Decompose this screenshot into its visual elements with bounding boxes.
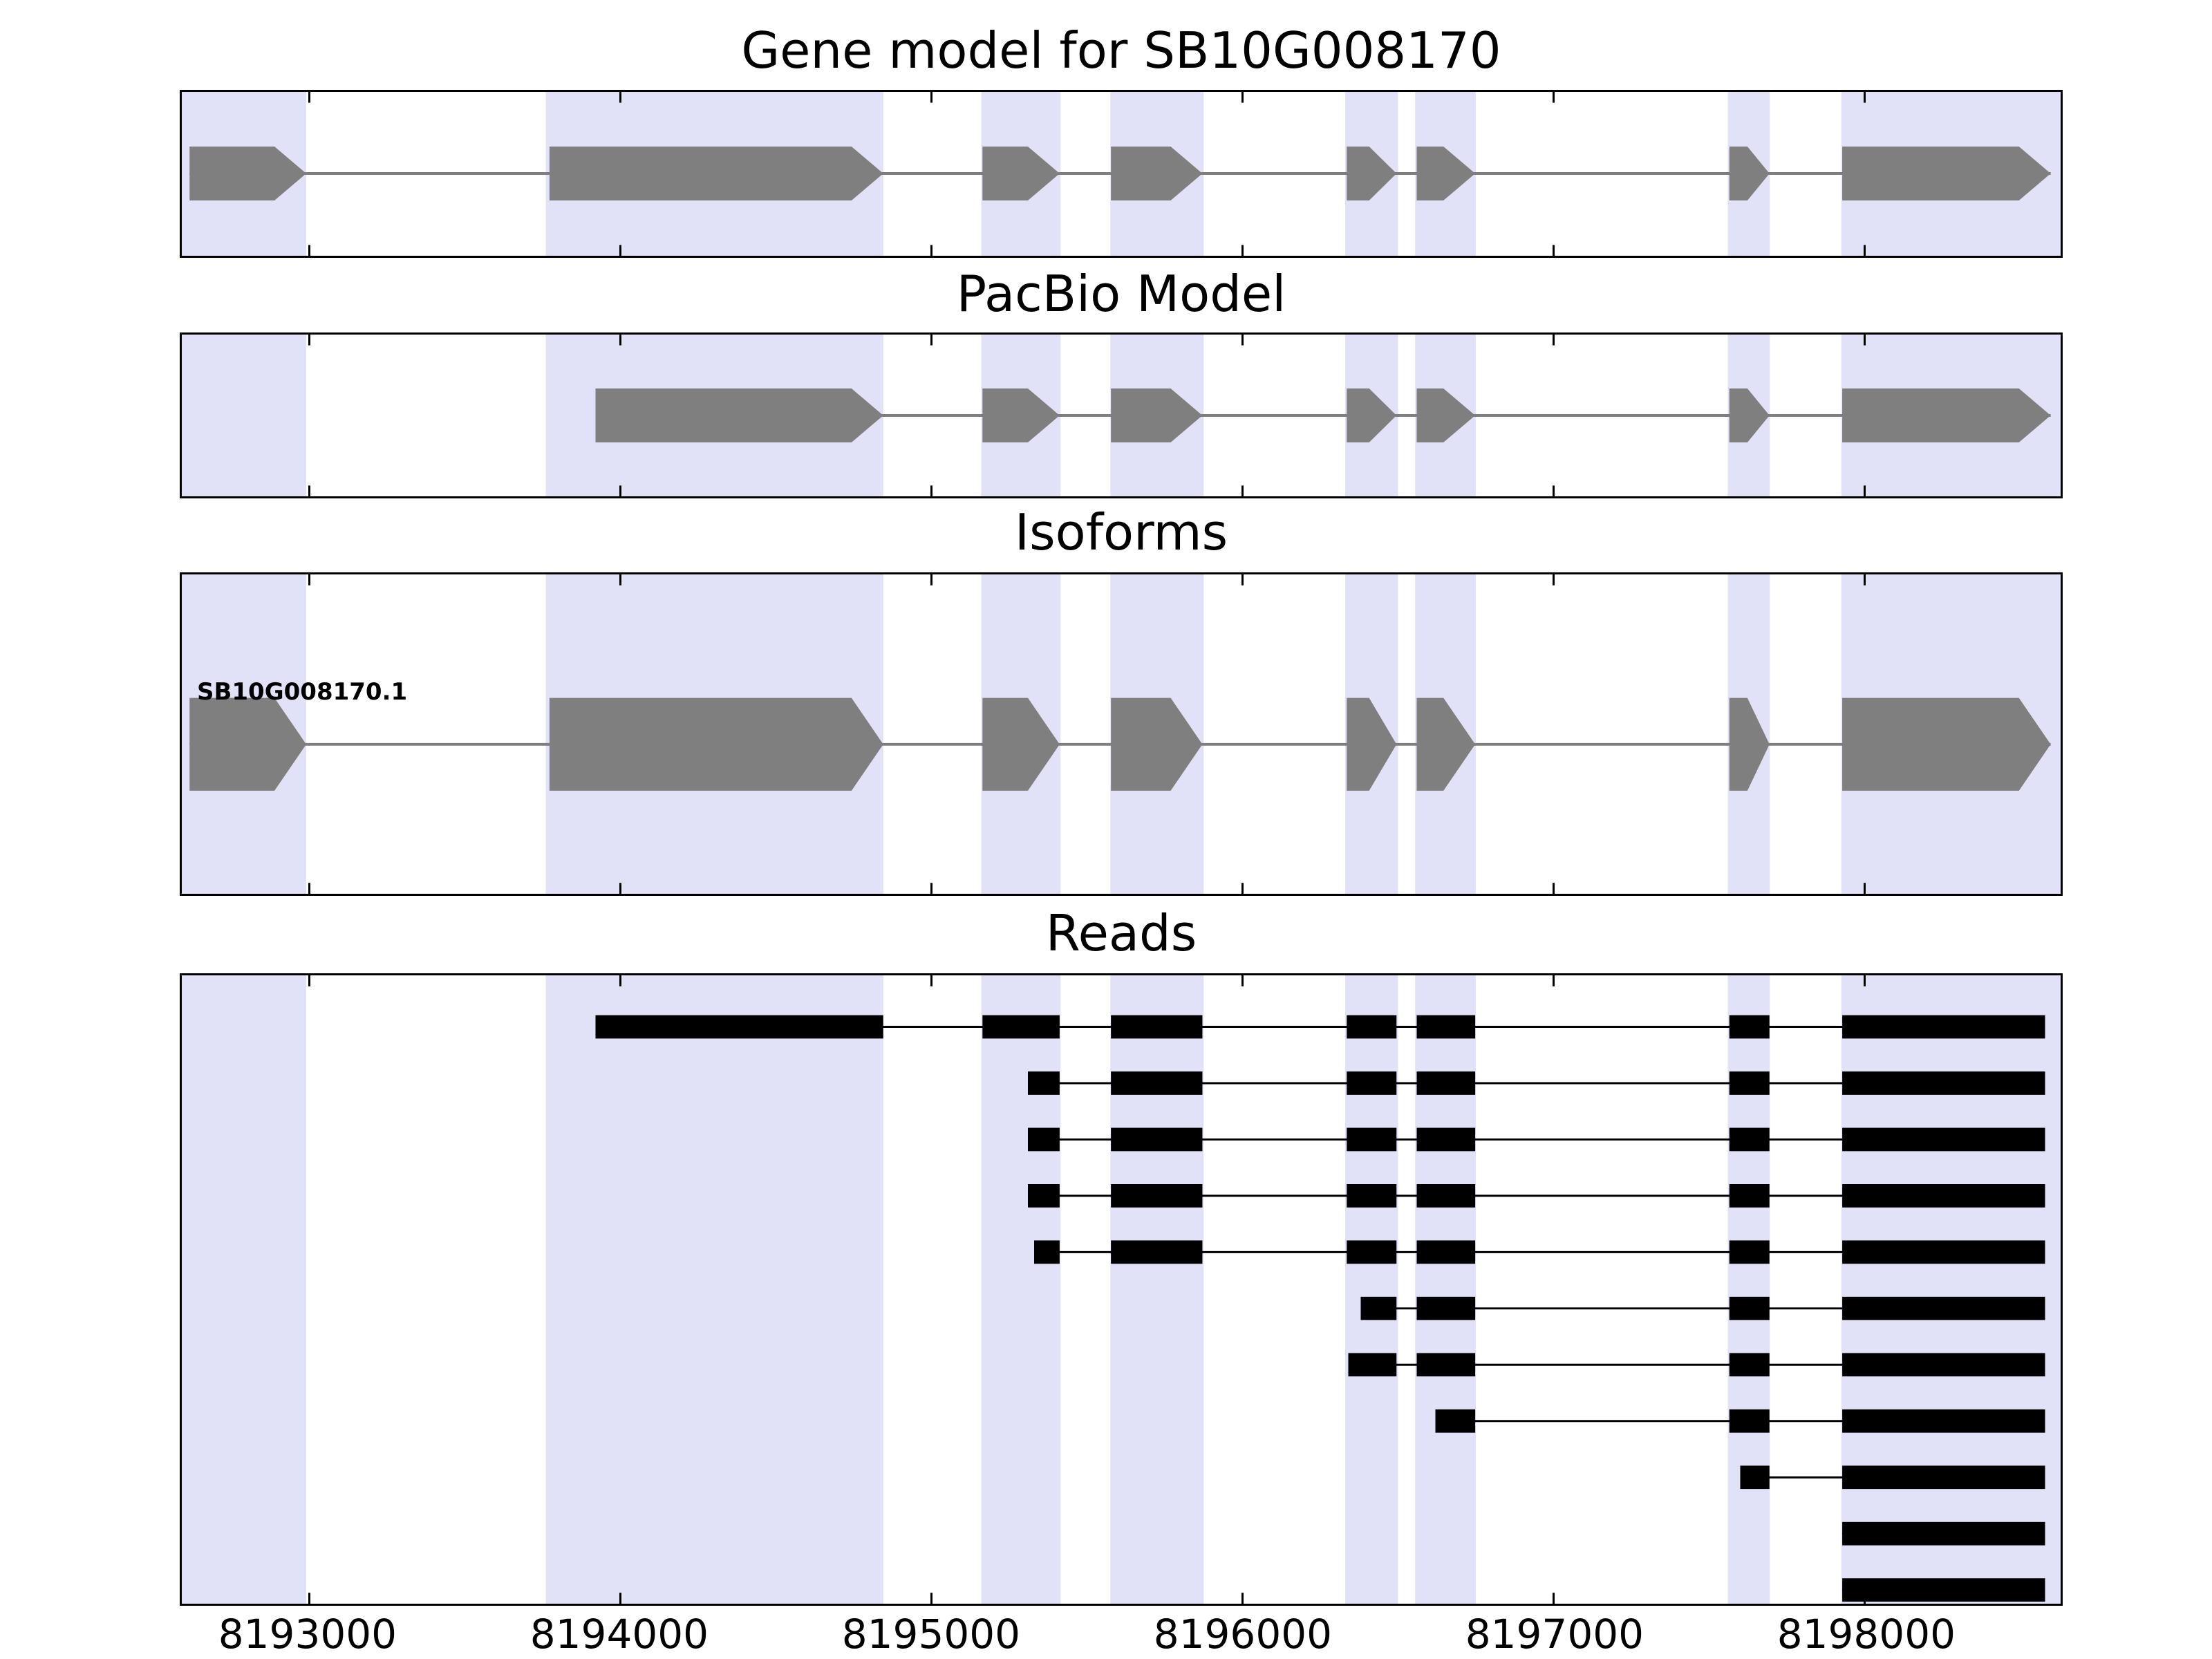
read-exon-block xyxy=(1111,1071,1203,1095)
read-exon-block xyxy=(1111,1184,1203,1208)
read-exon-block xyxy=(1842,1578,2045,1602)
read-exon-block xyxy=(1347,1015,1397,1039)
x-tick-label: 8194000 xyxy=(529,1611,709,1658)
exon-highlight-band xyxy=(545,975,883,1604)
read-exon-block xyxy=(1028,1127,1060,1152)
read-exon-block xyxy=(1416,1353,1476,1377)
read-exon-block xyxy=(1729,1353,1770,1377)
read-exon-block xyxy=(1729,1296,1770,1320)
exon-highlight-band xyxy=(1345,975,1398,1604)
pacbio-model-track xyxy=(182,335,2061,496)
read-exon-block xyxy=(1729,1409,1770,1433)
exon-block xyxy=(1729,147,1770,201)
read-exon-block xyxy=(1729,1127,1770,1152)
x-tick-label: 8193000 xyxy=(218,1611,397,1658)
read-exon-block xyxy=(1740,1465,1770,1490)
exon-block xyxy=(1416,147,1476,201)
read-exon-block xyxy=(1435,1409,1476,1433)
reads-track xyxy=(182,975,2061,1604)
read-exon-block xyxy=(1842,1353,2045,1377)
read-exon-block xyxy=(1729,1184,1770,1208)
exon-highlight-band xyxy=(1110,975,1204,1604)
exon-block xyxy=(595,388,883,442)
panel-pacbio-model xyxy=(180,332,2063,498)
read-exon-block xyxy=(1348,1353,1397,1377)
exon-block xyxy=(1416,388,1476,442)
exon-highlight-band xyxy=(1727,975,1770,1604)
read-exon-block xyxy=(1111,1015,1203,1039)
read-exon-block xyxy=(1842,1465,2045,1490)
exon-block xyxy=(1347,147,1397,201)
read-exon-block xyxy=(1111,1127,1203,1152)
read-exon-block xyxy=(1347,1240,1397,1264)
read-exon-block xyxy=(1842,1296,2045,1320)
read-exon-block xyxy=(1729,1015,1770,1039)
exon-block xyxy=(1111,697,1203,791)
read-exon-block xyxy=(1842,1127,2045,1152)
read-exon-block xyxy=(1347,1184,1397,1208)
exon-block xyxy=(1842,147,2051,201)
panel-title-isoforms: Isoforms xyxy=(1014,503,1228,561)
exon-block xyxy=(982,388,1060,442)
exon-block xyxy=(982,147,1060,201)
exon-block xyxy=(1729,697,1770,791)
exon-block xyxy=(982,697,1060,791)
panel-title-gene-model: Gene model for SB10G008170 xyxy=(741,21,1501,79)
exon-block xyxy=(1842,697,2051,791)
read-exon-block xyxy=(1729,1071,1770,1095)
panel-title-pacbio-model: PacBio Model xyxy=(956,265,1286,323)
read-exon-block xyxy=(1347,1127,1397,1152)
read-exon-block xyxy=(1842,1240,2045,1264)
read-exon-block xyxy=(1347,1071,1397,1095)
read-exon-block xyxy=(1111,1240,1203,1264)
read-exon-block xyxy=(1842,1015,2045,1039)
read-exon-block xyxy=(1028,1184,1060,1208)
x-tick-label: 8197000 xyxy=(1465,1611,1644,1658)
read-exon-block xyxy=(1416,1240,1476,1264)
exon-block xyxy=(1111,147,1203,201)
exon-highlight-band xyxy=(1841,975,2061,1604)
read-exon-block xyxy=(1416,1071,1476,1095)
exon-block xyxy=(549,697,883,791)
isoforms-track xyxy=(182,574,2061,894)
read-exon-block xyxy=(1034,1240,1060,1264)
panel-reads xyxy=(180,973,2063,1606)
isoform-label: SB10G008170.1 xyxy=(197,678,408,706)
read-exon-block xyxy=(1416,1015,1476,1039)
read-exon-block xyxy=(1360,1296,1397,1320)
read-exon-block xyxy=(595,1015,883,1039)
exon-highlight-band xyxy=(182,975,306,1604)
panel-gene-model xyxy=(180,90,2063,258)
exon-block xyxy=(189,147,306,201)
x-axis-tick-labels: 8193000 8194000 8195000 8196000 8197000 81980… xyxy=(0,1611,2212,1659)
exon-block xyxy=(1729,388,1770,442)
read-exon-block xyxy=(1842,1409,2045,1433)
read-exon-block xyxy=(1729,1240,1770,1264)
exon-block xyxy=(1111,388,1203,442)
read-exon-block xyxy=(1028,1071,1060,1095)
exon-block xyxy=(189,697,306,791)
read-exon-block xyxy=(1842,1521,2045,1546)
exon-block xyxy=(1416,697,1476,791)
exon-highlight-band xyxy=(182,335,306,496)
exon-block xyxy=(1347,697,1397,791)
x-tick-label: 8195000 xyxy=(841,1611,1021,1658)
exon-block xyxy=(549,147,883,201)
panel-isoforms: SB10G008170.1 xyxy=(180,572,2063,896)
x-tick-label: 8198000 xyxy=(1777,1611,1956,1658)
exon-highlight-band xyxy=(981,975,1061,1604)
gene-model-track xyxy=(182,92,2061,256)
exon-block xyxy=(1347,388,1397,442)
read-exon-block xyxy=(982,1015,1060,1039)
exon-highlight-band xyxy=(1415,975,1476,1604)
x-tick-label: 8196000 xyxy=(1153,1611,1333,1658)
read-exon-block xyxy=(1842,1184,2045,1208)
read-exon-block xyxy=(1416,1296,1476,1320)
exon-block xyxy=(1842,388,2051,442)
panel-title-reads: Reads xyxy=(1045,904,1197,962)
read-exon-block xyxy=(1416,1127,1476,1152)
read-exon-block xyxy=(1842,1071,2045,1095)
read-exon-block xyxy=(1416,1184,1476,1208)
